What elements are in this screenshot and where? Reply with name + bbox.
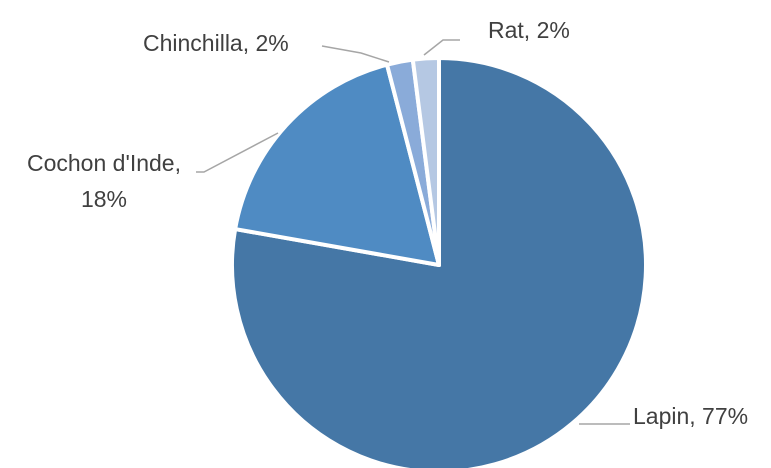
pie-slices: [232, 58, 646, 468]
leader-line-rat: [424, 40, 460, 55]
leader-line-chinchilla: [322, 46, 389, 62]
data-label-lapin: Lapin, 77%: [633, 403, 748, 429]
data-label-rat: Rat, 2%: [488, 17, 570, 43]
data-label-cochon-d-inde-part1: Cochon d'Inde,: [27, 150, 181, 176]
data-label-cochon-d-inde-part2: 18%: [81, 186, 127, 212]
data-label-chinchilla: Chinchilla, 2%: [143, 30, 289, 56]
